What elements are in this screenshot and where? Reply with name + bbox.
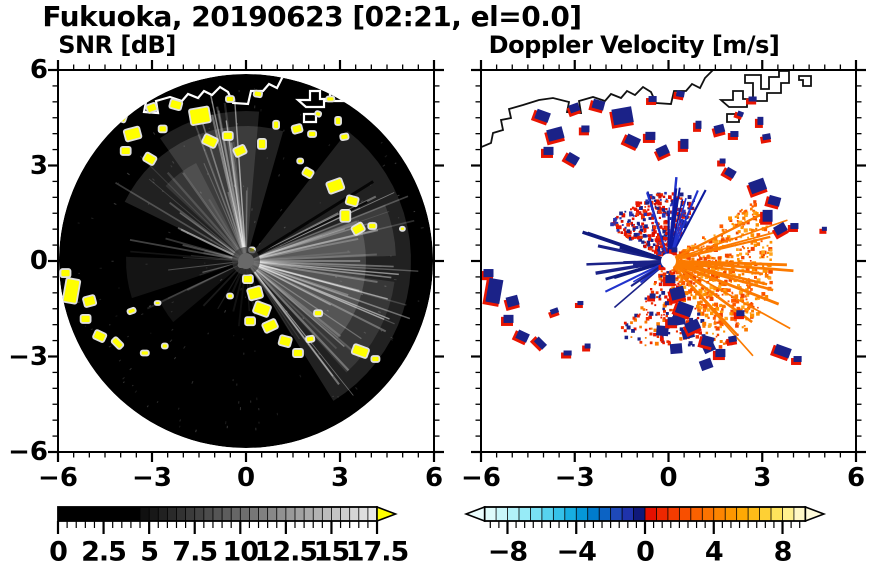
doppler-colorbar-label: 8 (773, 536, 793, 568)
x-tick-label: 3 (330, 463, 350, 493)
x-tick-label: 0 (236, 463, 256, 493)
snr-plot-area (58, 70, 434, 452)
doppler-colorbar-label: 4 (704, 536, 724, 568)
doppler-colorbar (463, 505, 827, 534)
doppler-plot-area (481, 70, 856, 452)
snr-colorbar-label: 10 (222, 536, 260, 568)
snr-colorbar-label: 0 (49, 536, 68, 568)
x-tick-label: 6 (424, 463, 444, 493)
doppler-panel-title: Doppler Velocity [m/s] (488, 31, 780, 59)
x-tick-label: −3 (554, 463, 595, 493)
doppler-colorbar-label: −4 (556, 536, 597, 568)
doppler-colorbar-label: −8 (487, 536, 528, 568)
y-tick-label: −6 (8, 437, 48, 467)
y-tick-label: −3 (8, 341, 48, 372)
y-tick-label: 6 (29, 55, 48, 85)
x-tick-label: 3 (753, 463, 772, 493)
snr-echo-cells (59, 89, 406, 363)
y-tick-label: 0 (29, 246, 48, 276)
snr-axes-frame (48, 60, 444, 462)
doppler-colorbar-label: 0 (636, 536, 655, 568)
doppler-echo-cells (481, 90, 827, 365)
x-tick-label: 0 (659, 463, 678, 493)
x-tick-label: −6 (38, 463, 78, 493)
snr-colorbar (56, 505, 398, 534)
snr-colorbar-label: 7.5 (172, 536, 218, 568)
doppler-axes-frame (471, 60, 866, 462)
snr-scan-disk (59, 74, 433, 448)
x-tick-label: −6 (461, 463, 501, 493)
figure-title: Fukuoka, 20190623 [02:21, el=0.0] (42, 0, 582, 33)
snr-panel-title: SNR [dB] (58, 31, 176, 59)
snr-colorbar-label: 2.5 (81, 536, 127, 568)
y-tick-label: 3 (29, 150, 48, 181)
snr-colorbar-label: 12.5 (254, 536, 319, 568)
x-tick-label: 6 (846, 463, 866, 493)
x-tick-label: −3 (132, 463, 172, 493)
snr-colorbar-label: 15 (313, 536, 351, 568)
snr-colorbar-label: 5 (140, 536, 159, 568)
snr-colorbar-label: 17.5 (345, 536, 410, 568)
